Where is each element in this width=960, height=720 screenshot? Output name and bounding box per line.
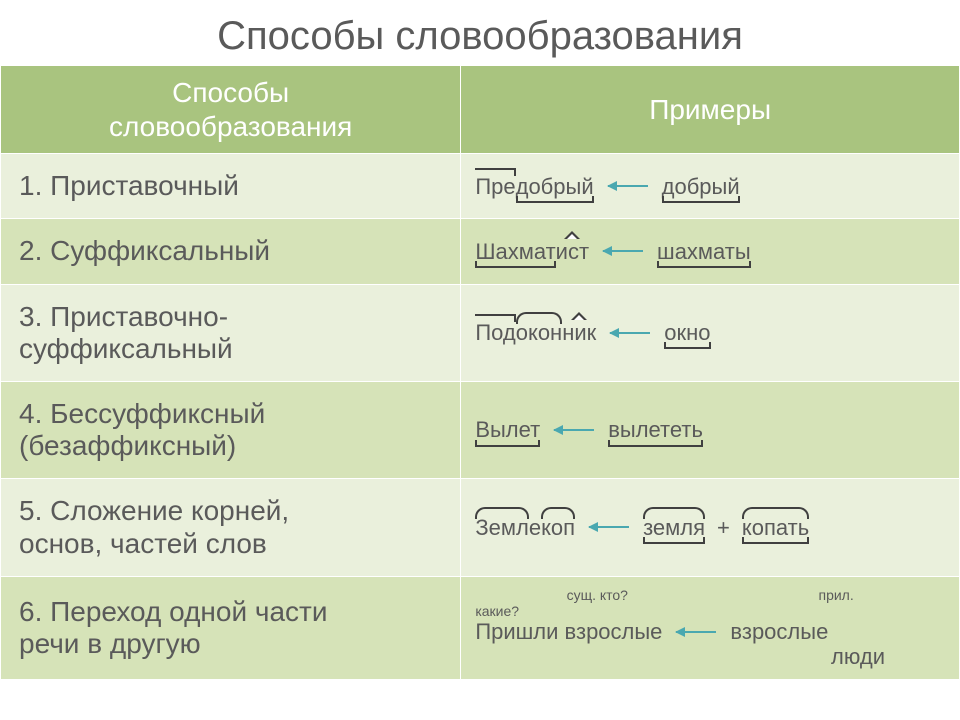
word: Землекоп [475, 515, 575, 540]
morpheme-suffix: ист [556, 239, 589, 264]
page-title: Способы словообразования [0, 0, 960, 65]
pos-label: прил. [818, 587, 853, 603]
arrow-left-icon [589, 526, 629, 528]
header-methods-l2: словообразования [109, 111, 352, 142]
morpheme-base: шахматы [657, 239, 751, 264]
word: вылететь [608, 417, 703, 442]
plus-sign: + [713, 515, 734, 540]
morpheme-suffix: ник [562, 320, 596, 345]
question-label: какие? [475, 603, 945, 619]
word: добрый [662, 174, 740, 199]
table-row: 2. Суффиксальный Шахматист шахматы [1, 219, 960, 284]
word-formation-table: Способы словообразования Примеры 1. Прис… [0, 65, 960, 680]
word: Вылет [475, 417, 540, 442]
morpheme-base: добрый [662, 174, 740, 199]
method-cell: 4. Бессуффиксный(безаффиксный) [1, 381, 461, 478]
example-cell: сущ. кто? прил.какие?Пришли взрослые взрос… [461, 576, 960, 680]
phrase-right-2: люди [831, 644, 945, 669]
morpheme-base: Вылет [475, 417, 540, 442]
arrow-left-icon [608, 185, 648, 187]
arrow-left-icon [603, 250, 643, 252]
example-cell: Предобрыйдобрый [461, 154, 960, 219]
morpheme-root: Земл [475, 515, 529, 540]
arrow-left-icon [554, 429, 594, 431]
word: земля [643, 515, 705, 540]
method-cell: 2. Суффиксальный [1, 219, 461, 284]
table-row: 5. Сложение корней,основ, частей словЗем… [1, 479, 960, 576]
header-methods: Способы словообразования [1, 66, 461, 154]
table-row: 6. Переход одной частиречи в другуюсущ. … [1, 576, 960, 680]
morpheme-prefix: Пре [475, 174, 515, 199]
header-methods-l1: Способы [172, 77, 289, 108]
arrow-left-icon [676, 631, 716, 633]
method-cell: 3. Приставочно-суффиксальный [1, 284, 461, 381]
table-row: 4. Бессуффиксный(безаффиксный) Вылет вылет… [1, 381, 960, 478]
table-row: 1. ПриставочныйПредобрыйдобрый [1, 154, 960, 219]
morpheme-root: копать [742, 515, 809, 540]
word: Подоконник [475, 320, 596, 345]
pos-label: сущ. кто? [567, 587, 628, 603]
phrase-right: взрослые [730, 619, 828, 644]
morpheme-root: окон [516, 320, 563, 345]
morpheme-prefix: Под [475, 320, 515, 345]
word: копать [742, 515, 809, 540]
header-examples: Примеры [461, 66, 960, 154]
word: окно [664, 320, 710, 345]
method-cell: 6. Переход одной частиречи в другую [1, 576, 461, 680]
morpheme-base: добрый [516, 174, 594, 199]
method-cell: 1. Приставочный [1, 154, 461, 219]
arrow-left-icon [610, 332, 650, 334]
word: Предобрый [475, 174, 593, 199]
method-cell: 5. Сложение корней,основ, частей слов [1, 479, 461, 576]
morpheme-plain: е [529, 515, 541, 540]
word: шахматы [657, 239, 751, 264]
morpheme-root: земля [643, 515, 705, 540]
example-cell: Землекоп земля + копать [461, 479, 960, 576]
morpheme-base: вылететь [608, 417, 703, 442]
example-cell: Вылет вылететь [461, 381, 960, 478]
phrase-left: Пришли взрослые [475, 619, 662, 644]
morpheme-base: Шахмат [475, 239, 555, 264]
morpheme-base: окно [664, 320, 710, 345]
word: Шахматист [475, 239, 589, 264]
morpheme-root: коп [541, 515, 575, 540]
example-cell: Шахматист шахматы [461, 219, 960, 284]
example-cell: Подоконник окно [461, 284, 960, 381]
table-row: 3. Приставочно-суффиксальныйПодоконникок… [1, 284, 960, 381]
